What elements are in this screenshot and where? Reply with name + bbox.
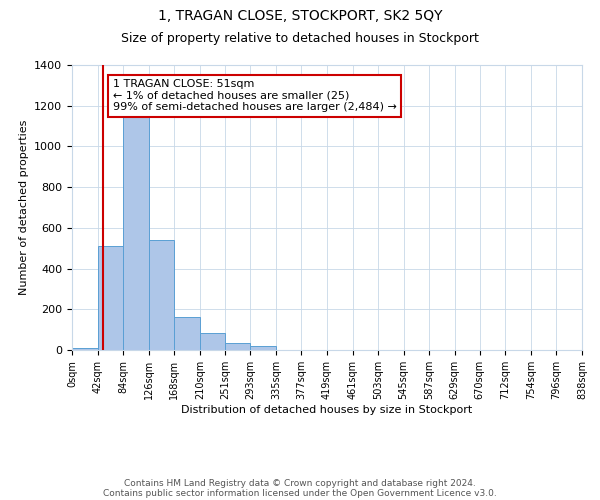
Bar <box>149 240 174 350</box>
Text: Size of property relative to detached houses in Stockport: Size of property relative to detached ho… <box>121 32 479 45</box>
Bar <box>250 346 276 350</box>
Bar <box>98 246 123 350</box>
X-axis label: Distribution of detached houses by size in Stockport: Distribution of detached houses by size … <box>181 404 473 414</box>
Bar <box>174 318 200 350</box>
Bar <box>225 343 250 350</box>
Text: 1, TRAGAN CLOSE, STOCKPORT, SK2 5QY: 1, TRAGAN CLOSE, STOCKPORT, SK2 5QY <box>158 8 442 22</box>
Bar <box>200 332 225 350</box>
Bar <box>72 348 98 350</box>
Text: Contains public sector information licensed under the Open Government Licence v3: Contains public sector information licen… <box>103 488 497 498</box>
Text: 1 TRAGAN CLOSE: 51sqm
← 1% of detached houses are smaller (25)
99% of semi-detac: 1 TRAGAN CLOSE: 51sqm ← 1% of detached h… <box>113 79 397 112</box>
Y-axis label: Number of detached properties: Number of detached properties <box>19 120 29 295</box>
Bar <box>123 115 149 350</box>
Text: Contains HM Land Registry data © Crown copyright and database right 2024.: Contains HM Land Registry data © Crown c… <box>124 478 476 488</box>
